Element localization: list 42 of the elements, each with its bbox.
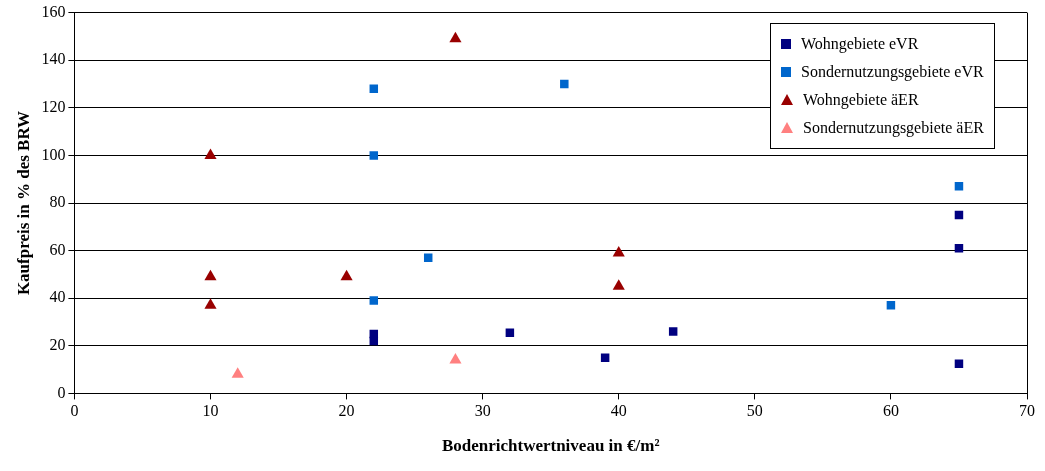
point (449, 353, 462, 364)
point (204, 298, 217, 309)
point (369, 296, 379, 305)
point (449, 31, 462, 43)
point (612, 279, 625, 290)
x-tick-label: 10 (202, 402, 219, 420)
point (505, 328, 515, 337)
y-tick-label: 80 (49, 193, 66, 211)
point (600, 353, 610, 362)
y-tick-label: 0 (57, 383, 66, 401)
y-tick-label: 160 (41, 2, 66, 20)
y-tick-label: 20 (49, 336, 66, 353)
y-tick-label: 100 (41, 145, 66, 163)
y-tick-label: 120 (41, 98, 66, 115)
point (369, 151, 379, 160)
legend-label: Sondernutzungsgebiete eVR (801, 62, 984, 81)
x-axis-title: Bodenrichtwertniveau in €/m² (441, 436, 660, 456)
point (668, 327, 678, 336)
point (886, 301, 896, 310)
point (560, 79, 569, 89)
legend-label: Wohngebiete eVR (801, 34, 919, 53)
point (954, 359, 964, 368)
x-tick-label: 0 (70, 402, 79, 420)
x-tick-label: 70 (1019, 402, 1035, 420)
y-tick-label: 140 (41, 50, 66, 68)
point (423, 253, 433, 262)
x-tick-label: 40 (610, 402, 627, 420)
point (340, 269, 353, 281)
legend-label: Wohngebiete äER (803, 90, 919, 109)
point (204, 148, 217, 159)
point (612, 245, 625, 257)
x-tick-label: 30 (474, 402, 491, 420)
x-tick-label: 60 (882, 402, 899, 420)
legend-label: Sondernutzungsgebiete äER (803, 118, 984, 137)
y-axis-title: Kaufpreis in % des BRW (13, 110, 33, 296)
point (204, 269, 217, 281)
point (954, 182, 964, 191)
y-tick-label: 60 (49, 240, 66, 258)
x-tick-label: 20 (338, 402, 355, 420)
x-tick-label: 50 (746, 402, 763, 420)
point (231, 367, 244, 378)
y-tick-label: 40 (49, 288, 66, 306)
